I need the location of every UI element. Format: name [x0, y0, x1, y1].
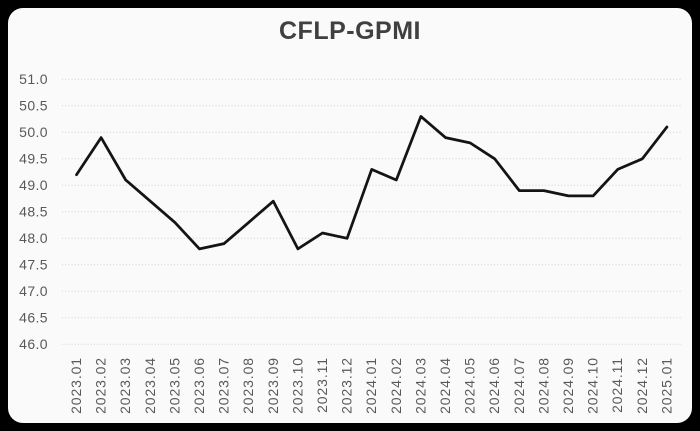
y-axis-tick-labels: 46.0 46.5 47.0 47.5 48.0 48.5 49.0 49.5 50.0 50.5… [19, 71, 48, 352]
y-tick-label: 49.5 [19, 151, 48, 167]
x-tick-label: 2024.06 [486, 357, 502, 414]
x-tick-label: 2023.09 [265, 357, 281, 414]
y-tick-label: 47.0 [19, 283, 48, 299]
x-tick-label: 2024.05 [462, 357, 478, 414]
y-tick-label: 47.5 [19, 257, 48, 273]
x-tick-label: 2024.12 [634, 357, 650, 414]
x-tick-label: 2024.07 [511, 357, 527, 414]
gridlines [62, 78, 682, 345]
x-tick-label: 2024.03 [412, 357, 428, 414]
chart-title: CFLP-GPMI [279, 17, 421, 45]
x-tick-label: 2025.01 [658, 357, 674, 414]
x-tick-label: 2023.01 [68, 357, 84, 414]
x-tick-label: 2023.11 [314, 357, 330, 413]
x-tick-label: 2023.08 [240, 357, 256, 414]
x-tick-label: 2024.04 [437, 357, 453, 414]
chart-card [8, 8, 692, 423]
x-tick-label: 2024.10 [585, 357, 601, 414]
x-tick-label: 2023.06 [191, 357, 207, 414]
x-tick-label: 2023.03 [117, 357, 133, 414]
x-tick-label: 2023.12 [339, 357, 355, 414]
x-tick-label: 2023.04 [142, 357, 158, 414]
x-tick-label: 2023.05 [166, 357, 182, 414]
gpmi-line [75, 115, 669, 251]
x-tick-label: 2023.07 [216, 357, 232, 414]
y-tick-label: 50.5 [19, 98, 48, 114]
x-tick-label: 2024.11 [609, 357, 625, 413]
y-tick-label: 46.0 [19, 336, 48, 352]
x-tick-label: 2024.02 [388, 357, 404, 414]
y-tick-label: 49.0 [19, 177, 48, 193]
y-tick-label: 50.0 [19, 124, 48, 140]
y-tick-label: 48.5 [19, 204, 48, 220]
data-series-line [75, 115, 669, 251]
x-tick-label: 2024.09 [560, 357, 576, 414]
x-axis-tick-labels: 2023.01 2023.02 2023.03 2023.04 2023.05 2023.… [68, 357, 674, 414]
y-tick-label: 51.0 [19, 71, 48, 87]
y-tick-label: 46.5 [19, 310, 48, 326]
x-tick-label: 2023.10 [289, 357, 305, 414]
y-tick-label: 48.0 [19, 230, 48, 246]
x-tick-label: 2024.01 [363, 357, 379, 414]
x-tick-label: 2024.08 [535, 357, 551, 414]
x-tick-label: 2023.02 [93, 357, 109, 414]
